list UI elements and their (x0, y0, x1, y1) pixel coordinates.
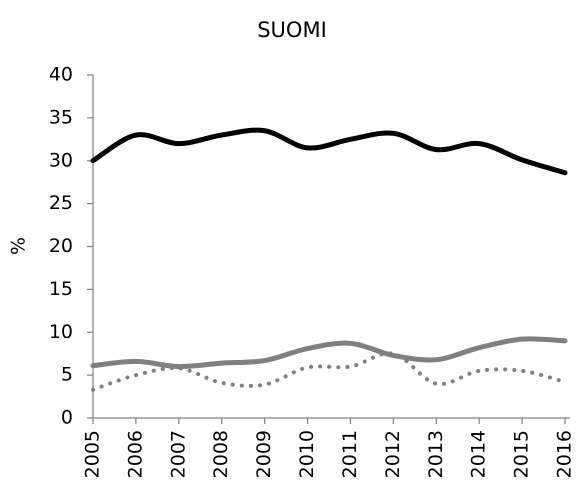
series-line (90, 127, 568, 176)
series-line (90, 336, 568, 370)
y-tick-label: 30 (49, 149, 73, 171)
y-tick-label: 25 (49, 192, 73, 214)
x-tick-label: 2005 (82, 430, 104, 478)
series-line (91, 351, 567, 392)
y-tick-label: 35 (49, 106, 73, 128)
x-tick-label: 2010 (296, 430, 318, 478)
x-tick-label: 2016 (554, 430, 576, 478)
x-tick-label: 2011 (339, 430, 361, 478)
x-tick-label: 2007 (167, 430, 189, 478)
y-tick-label: 40 (49, 64, 73, 86)
x-tick-label: 2013 (425, 430, 447, 478)
y-tick-label: 15 (49, 278, 73, 300)
y-tick-label: 10 (49, 321, 73, 343)
y-tick-label: 5 (61, 364, 73, 386)
x-tick-label: 2008 (210, 430, 232, 478)
x-tick-label: 2014 (468, 430, 490, 478)
x-tick-label: 2006 (124, 430, 146, 478)
chart-title: SUOMI (257, 18, 327, 42)
y-axis-label: % (8, 237, 30, 255)
x-tick-label: 2015 (511, 430, 533, 478)
y-tick-label: 0 (61, 407, 73, 429)
x-tick-label: 2009 (253, 430, 275, 478)
x-tick-label: 2012 (382, 430, 404, 478)
y-tick-label: 20 (49, 235, 73, 257)
